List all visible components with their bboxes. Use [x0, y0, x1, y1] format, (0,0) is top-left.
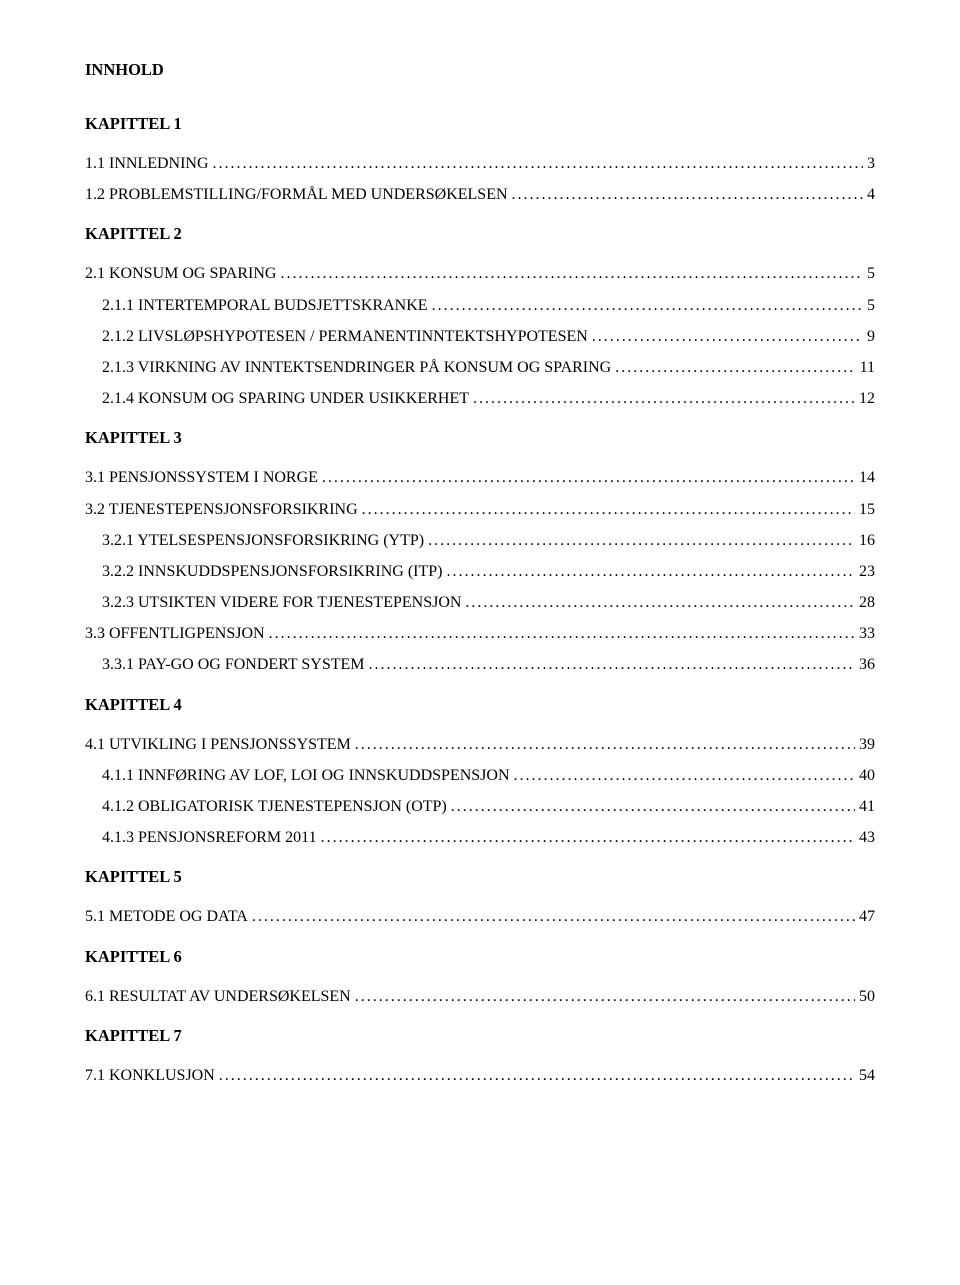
- toc-entry: 2.1.4 KONSUM OG SPARING UNDER USIKKERHET…: [85, 387, 875, 410]
- toc-page-number: 5: [867, 294, 875, 317]
- toc-label: 4.1.3 PENSJONSREFORM 2011: [102, 826, 317, 849]
- toc-entry: 7.1 KONKLUSJON 54: [85, 1064, 875, 1087]
- toc-leader-dots: [428, 529, 855, 552]
- toc-label: 3.2.1 YTELSESPENSJONSFORSIKRING (YTP): [102, 529, 424, 552]
- toc-label: 3.2.2 INNSKUDDSPENSJONSFORSIKRING (ITP): [102, 560, 442, 583]
- toc-page-number: 16: [859, 529, 875, 552]
- toc-page-number: 4: [867, 183, 875, 206]
- toc-page-number: 39: [859, 733, 875, 756]
- toc-label: 1.1 INNLEDNING: [85, 152, 209, 175]
- toc-leader-dots: [280, 262, 863, 285]
- toc-page-number: 33: [859, 622, 875, 645]
- toc-label: 2.1.1 INTERTEMPORAL BUDSJETTSKRANKE: [102, 294, 428, 317]
- toc-page-number: 54: [859, 1064, 875, 1087]
- toc-label: 6.1 RESULTAT AV UNDERSØKELSEN: [85, 985, 351, 1008]
- toc-entry: 3.2 TJENESTEPENSJONSFORSIKRING 15: [85, 498, 875, 521]
- toc-entry: 2.1.3 VIRKNING AV INNTEKTSENDRINGER PÅ K…: [85, 356, 875, 379]
- toc-entry: 1.1 INNLEDNING 3: [85, 152, 875, 175]
- toc-leader-dots: [473, 387, 855, 410]
- toc-leader-dots: [355, 985, 855, 1008]
- toc-entry: 1.2 PROBLEMSTILLING/FORMÅL MED UNDERSØKE…: [85, 183, 875, 206]
- toc-leader-dots: [465, 591, 855, 614]
- toc-label: 4.1.1 INNFØRING AV LOF, LOI OG INNSKUDDS…: [102, 764, 510, 787]
- toc-label: 3.2.3 UTSIKTEN VIDERE FOR TJENESTEPENSJO…: [102, 591, 461, 614]
- toc-leader-dots: [219, 1064, 855, 1087]
- toc-leader-dots: [362, 498, 855, 521]
- toc-entry: 2.1.2 LIVSLØPSHYPOTESEN / PERMANENTINNTE…: [85, 325, 875, 348]
- toc-entry: 4.1 UTVIKLING I PENSJONSSYSTEM 39: [85, 733, 875, 756]
- toc-leader-dots: [321, 826, 855, 849]
- toc-label: 4.1.2 OBLIGATORISK TJENESTEPENSJON (OTP): [102, 795, 447, 818]
- toc-label: 2.1.4 KONSUM OG SPARING UNDER USIKKERHET: [102, 387, 469, 410]
- toc-page-number: 36: [859, 653, 875, 676]
- toc-leader-dots: [592, 325, 863, 348]
- toc-entry: 3.2.2 INNSKUDDSPENSJONSFORSIKRING (ITP) 2…: [85, 560, 875, 583]
- chapter-heading: KAPITTEL 5: [85, 867, 875, 887]
- toc-entry: 2.1 KONSUM OG SPARING 5: [85, 262, 875, 285]
- toc-leader-dots: [213, 152, 863, 175]
- toc-page-number: 28: [859, 591, 875, 614]
- toc-page-number: 11: [860, 356, 875, 379]
- toc-label: 1.2 PROBLEMSTILLING/FORMÅL MED UNDERSØKE…: [85, 183, 508, 206]
- toc-page-number: 9: [867, 325, 875, 348]
- toc-page-number: 14: [859, 466, 875, 489]
- toc-leader-dots: [355, 733, 855, 756]
- toc-leader-dots: [446, 560, 855, 583]
- table-of-contents: KAPITTEL 1 1.1 INNLEDNING 3 1.2 PROBLEMSTIL…: [85, 114, 875, 1087]
- toc-entry: 3.3 OFFENTLIGPENSJON 33: [85, 622, 875, 645]
- toc-page-number: 15: [859, 498, 875, 521]
- toc-entry: 4.1.2 OBLIGATORISK TJENESTEPENSJON (OTP)…: [85, 795, 875, 818]
- toc-page-number: 12: [859, 387, 875, 410]
- toc-entry: 3.1 PENSJONSSYSTEM I NORGE 14: [85, 466, 875, 489]
- toc-page-number: 3: [867, 152, 875, 175]
- toc-entry: 4.1.3 PENSJONSREFORM 2011 43: [85, 826, 875, 849]
- toc-leader-dots: [269, 622, 855, 645]
- toc-entry: 5.1 METODE OG DATA 47: [85, 905, 875, 928]
- toc-label: 4.1 UTVIKLING I PENSJONSSYSTEM: [85, 733, 351, 756]
- toc-label: 3.3 OFFENTLIGPENSJON: [85, 622, 265, 645]
- toc-leader-dots: [451, 795, 855, 818]
- toc-entry: 2.1.1 INTERTEMPORAL BUDSJETTSKRANKE 5: [85, 294, 875, 317]
- chapter-heading: KAPITTEL 2: [85, 224, 875, 244]
- chapter-heading: KAPITTEL 4: [85, 695, 875, 715]
- toc-entry: 3.3.1 PAY-GO OG FONDERT SYSTEM 36: [85, 653, 875, 676]
- page-title: INNHOLD: [85, 60, 875, 80]
- toc-page-number: 40: [859, 764, 875, 787]
- toc-label: 2.1 KONSUM OG SPARING: [85, 262, 276, 285]
- toc-page-number: 23: [859, 560, 875, 583]
- toc-leader-dots: [514, 764, 856, 787]
- chapter-heading: KAPITTEL 7: [85, 1026, 875, 1046]
- toc-label: 7.1 KONKLUSJON: [85, 1064, 215, 1087]
- toc-label: 5.1 METODE OG DATA: [85, 905, 248, 928]
- toc-page-number: 50: [859, 985, 875, 1008]
- toc-entry: 3.2.3 UTSIKTEN VIDERE FOR TJENESTEPENSJO…: [85, 591, 875, 614]
- toc-leader-dots: [252, 905, 855, 928]
- chapter-heading: KAPITTEL 6: [85, 947, 875, 967]
- toc-entry: 4.1.1 INNFØRING AV LOF, LOI OG INNSKUDDS…: [85, 764, 875, 787]
- toc-leader-dots: [432, 294, 863, 317]
- toc-entry: 6.1 RESULTAT AV UNDERSØKELSEN 50: [85, 985, 875, 1008]
- toc-leader-dots: [322, 466, 855, 489]
- toc-leader-dots: [615, 356, 855, 379]
- toc-page-number: 47: [859, 905, 875, 928]
- toc-leader-dots: [512, 183, 863, 206]
- toc-label: 3.2 TJENESTEPENSJONSFORSIKRING: [85, 498, 358, 521]
- toc-leader-dots: [369, 653, 856, 676]
- chapter-heading: KAPITTEL 3: [85, 428, 875, 448]
- toc-label: 2.1.3 VIRKNING AV INNTEKTSENDRINGER PÅ K…: [102, 356, 611, 379]
- toc-entry: 3.2.1 YTELSESPENSJONSFORSIKRING (YTP) 16: [85, 529, 875, 552]
- toc-page-number: 41: [859, 795, 875, 818]
- toc-label: 2.1.2 LIVSLØPSHYPOTESEN / PERMANENTINNTE…: [102, 325, 588, 348]
- toc-label: 3.1 PENSJONSSYSTEM I NORGE: [85, 466, 318, 489]
- toc-page-number: 5: [867, 262, 875, 285]
- toc-label: 3.3.1 PAY-GO OG FONDERT SYSTEM: [102, 653, 365, 676]
- chapter-heading: KAPITTEL 1: [85, 114, 875, 134]
- toc-page-number: 43: [859, 826, 875, 849]
